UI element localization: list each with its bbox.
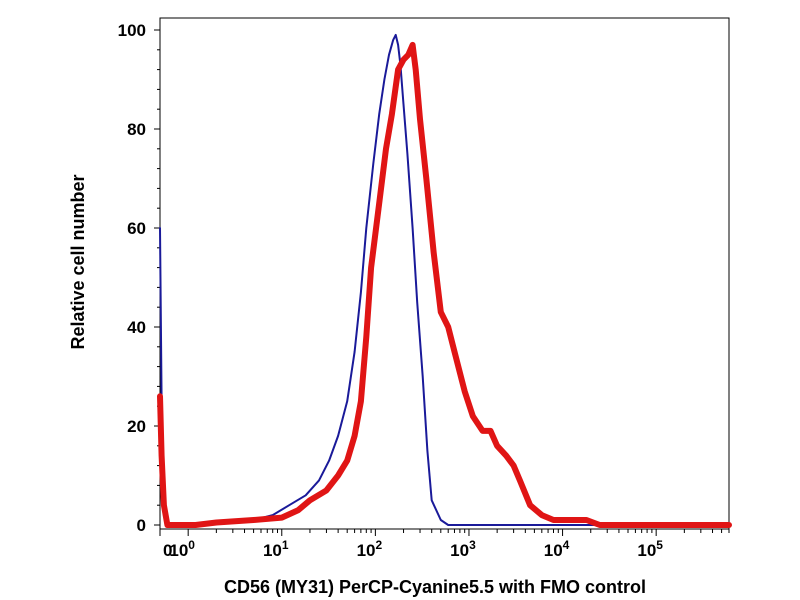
plot-frame bbox=[159, 17, 730, 530]
x-tick-label: 102 bbox=[357, 538, 383, 560]
x-tick-label-zero: 0 bbox=[163, 541, 172, 560]
x-axis-ticks: 100 101 102 103 104 105 0 bbox=[159, 529, 730, 560]
x-tick-label: 100 bbox=[169, 538, 195, 560]
sample-histogram-line bbox=[157, 41, 732, 528]
fmo-control-histogram-line bbox=[159, 33, 730, 526]
x-tick-label: 104 bbox=[544, 538, 570, 560]
series-group bbox=[157, 33, 732, 528]
x-tick-label: 103 bbox=[450, 538, 476, 560]
x-axis-title: CD56 (MY31) PerCP-Cyanine5.5 with FMO co… bbox=[224, 577, 646, 597]
y-axis-ticks: 0 20 40 60 80 100 bbox=[118, 21, 160, 535]
y-axis-title: Relative cell number bbox=[68, 174, 88, 349]
x-tick-label: 101 bbox=[263, 538, 289, 560]
y-tick-label: 60 bbox=[127, 219, 146, 238]
y-tick-label: 80 bbox=[127, 120, 146, 139]
y-tick-label: 40 bbox=[127, 318, 146, 337]
y-tick-label: 0 bbox=[137, 516, 146, 535]
y-tick-label: 100 bbox=[118, 21, 146, 40]
y-tick-label: 20 bbox=[127, 417, 146, 436]
x-tick-label: 105 bbox=[637, 538, 663, 560]
